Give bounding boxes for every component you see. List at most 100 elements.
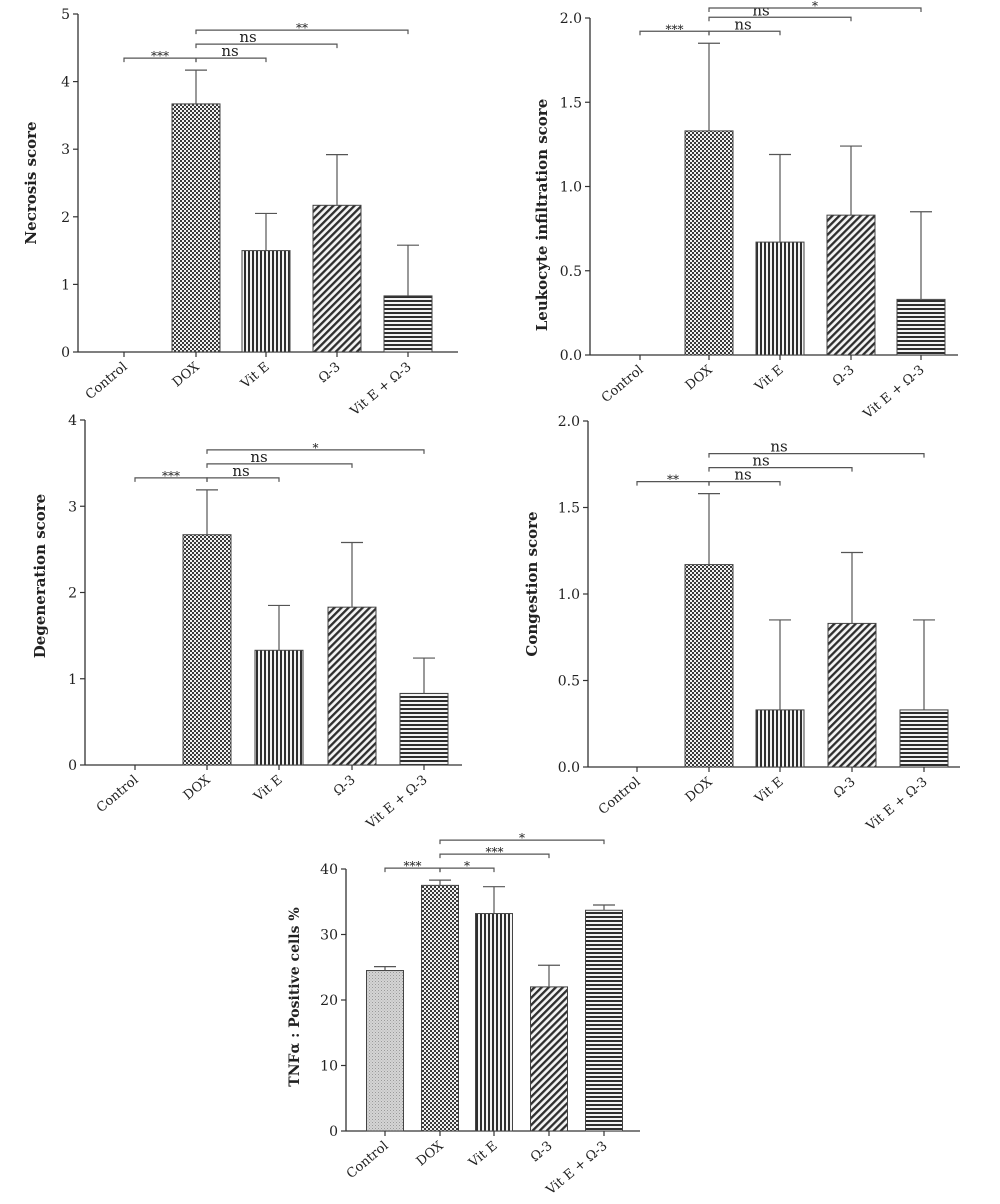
degeneration-score-chart: Degeneration score 0 1 2 3 4 Control DOX Vit E Ω-… [31,413,462,833]
x-tick-label: DOX [683,362,716,393]
significance-label: * [519,831,525,845]
significance-label: * [313,441,319,455]
x-tick-label: Ω-3 [331,773,359,800]
bar [254,649,304,766]
significance-bracket [195,43,338,49]
bar [899,709,949,768]
y-tick-label: 1.0 [560,180,582,196]
x-tick-label: Vit E [466,1139,501,1172]
y-tick-label: 0 [61,345,70,361]
significance-bracket [708,30,781,36]
necrosis-score-chart: Necrosis score 0 1 2 3 4 5 Control DOX Vit E Ω-3 Vi… [22,7,458,420]
x-tick-label: DOX [683,774,716,805]
y-tick-label: 2 [61,210,70,226]
y-tick-label: 0.5 [558,674,580,690]
significance-label: *** [666,22,684,36]
y-tick-label: 1.5 [560,95,582,111]
significance-label: ns [250,448,267,466]
y-tick-label: 40 [320,862,338,878]
x-tick-label: DOX [170,359,203,390]
y-tick-label: 3 [61,142,70,158]
significance-bracket [708,453,925,458]
significance-bracket [206,463,353,468]
x-tick-label: DOX [414,1138,447,1169]
significance-label: ns [232,462,249,480]
bar [366,970,404,1132]
significance-label: *** [162,469,180,483]
x-tick-label: Ω-3 [831,775,859,802]
bar [684,564,734,768]
y-tick-label: 4 [61,75,70,91]
x-tick-label: Ω-3 [528,1139,556,1166]
bar [171,103,221,353]
y-axis-label: Congestion score [523,511,541,656]
significance-label: ns [239,28,256,46]
y-tick-label: 1.0 [558,587,580,603]
bar [421,884,459,1132]
significance-label: ns [221,42,238,60]
significance-bracket [195,29,409,35]
y-tick-label: 20 [320,993,338,1009]
x-tick-label: Vit E [752,363,787,396]
y-tick-label: 2.0 [558,414,580,430]
significance-bracket [206,449,425,454]
bar [826,214,876,356]
significance-label: * [464,859,470,873]
significance-label: ns [752,1,769,19]
x-tick-label: Ω-3 [316,360,344,387]
significance-bracket [708,16,852,22]
bar [241,250,291,353]
bar [475,913,513,1132]
y-tick-label: 4 [68,413,77,429]
tnf-alpha-positive-cells-chart: TNFα : Positive cells % 0 10 20 30 40 Control D… [287,831,640,1199]
significance-bracket [439,853,550,859]
x-tick-label: Ω-3 [830,363,858,390]
bar [755,709,805,768]
bar [383,295,433,353]
significance-label: * [812,0,818,13]
bar [684,130,734,356]
x-tick-label: Vit E + Ω-3 [363,773,431,833]
y-tick-label: 2.0 [560,11,582,27]
y-tick-label: 1 [68,672,77,688]
x-tick-label: Vit E [251,773,286,806]
y-tick-label: 5 [61,7,70,23]
significance-label: *** [404,859,422,873]
y-axis-label: TNFα : Positive cells % [287,907,303,1086]
significance-label: ** [296,21,308,35]
significance-label: ns [752,452,769,470]
x-tick-label: Vit E + Ω-3 [347,360,415,420]
bar [585,909,623,1132]
bar [182,534,232,766]
y-tick-label: 0.5 [560,264,582,280]
y-tick-label: 1 [61,277,70,293]
significance-label: ** [667,473,679,487]
significance-bracket [439,839,605,845]
y-tick-label: 1.5 [558,501,580,517]
y-axis-label: Leukocyte infiltration score [533,99,551,332]
x-tick-label: Control [596,775,644,818]
significance-label: *** [151,49,169,63]
significance-label: *** [486,845,504,859]
significance-bracket [206,477,280,482]
bar [399,692,449,766]
bar [896,298,946,356]
y-tick-label: 3 [68,499,77,515]
bar [827,622,877,768]
x-tick-label: Vit E [238,360,273,393]
y-axis-label: Necrosis score [22,121,40,244]
bar [327,606,377,766]
x-tick-label: Control [344,1139,392,1182]
significance-label: ns [734,15,751,33]
y-tick-label: 0 [68,758,77,774]
bar [312,204,362,353]
significance-bracket [195,57,267,63]
y-tick-label: 2 [68,586,77,602]
y-tick-label: 30 [320,928,338,944]
significance-label: ns [734,466,751,484]
significance-bracket [439,867,495,873]
y-axis-label: Degeneration score [31,494,49,658]
significance-bracket [708,481,781,486]
y-tick-label: 0.0 [558,760,580,776]
